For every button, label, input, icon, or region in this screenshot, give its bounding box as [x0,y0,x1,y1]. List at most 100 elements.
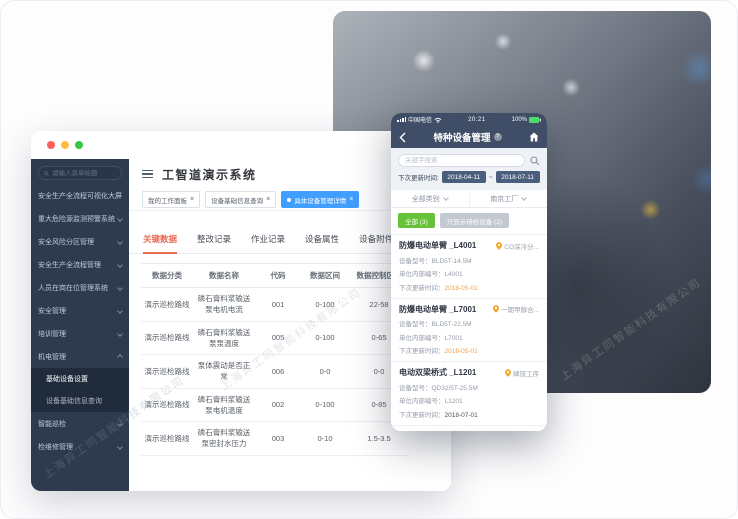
sidebar-item-safety-process[interactable]: 安全生产全流程管理 [31,253,129,276]
date-from-button[interactable]: 2018-04-11 [441,171,486,183]
chevron-down-icon [442,194,449,201]
close-icon[interactable]: × [266,196,271,203]
chevron-down-icon [117,330,123,337]
sidebar-subitem-device-info-query[interactable]: 设备基础信息查询 [46,398,102,405]
internal-code-value: L7001 [444,334,463,342]
location-pin-icon [496,241,503,250]
dropdown-filter-row: 全部类别 南京工厂 [391,190,547,208]
tab-device-info-query[interactable]: 设备基础信息查询 × [205,191,277,208]
model-value: BLD5T-22.5M [431,321,472,328]
chevron-down-icon [117,261,123,268]
internal-code-value: L4001 [444,271,463,278]
table-header-row: 数据分类 数据名称 代码 数据区间 数据控制区间 [141,263,409,288]
chevron-down-icon [117,284,123,291]
factory-dropdown[interactable]: 南京工厂 [468,190,548,207]
main-header: 工智道演示系统 [129,159,451,189]
close-icon[interactable]: × [349,196,354,203]
sidebar-item-personnel[interactable]: 人员在岗在位管理系统 [31,276,129,299]
category-dropdown[interactable]: 全部类别 [391,190,469,207]
location-pin-icon [505,368,511,377]
active-dot-icon [287,197,292,202]
chevron-up-icon [117,353,123,360]
search-icon[interactable] [530,155,540,166]
sidebar-item-safety-mgmt[interactable]: 安全管理 [31,299,129,322]
equipment-title: 防爆电动单臂 _L4001 [399,241,477,250]
sidebar-item-risk-zone[interactable]: 安全风险分区管理 [31,230,129,253]
key-data-table: 数据分类 数据名称 代码 数据区间 数据控制区间 演示巡检路线 磷石膏料浆输送泵电… [141,263,409,456]
sidebar-item-training-mgmt[interactable]: 培训管理 [31,322,129,345]
maximize-window-button[interactable] [75,141,83,149]
tab-my-workpanel[interactable]: 我的工作面板 × [142,191,201,208]
equipment-location: 一期甲醇合... [501,307,539,314]
phone-empty-area [391,424,547,431]
table-row: 演示巡检路线 磷石膏料浆输送泵电机温度 002 0-100 0-85 [141,388,409,422]
phone-status-bar: 中国电信 20:21 100% [391,113,547,126]
sidebar-subitem-basic-device-setup[interactable]: 基础设备设置 [46,376,88,383]
hamburger-menu-icon[interactable] [142,169,153,179]
equipment-title: 电动双梁桥式 _L1201 [399,368,477,377]
pill-all[interactable]: 全部 (3) [398,213,435,228]
sidebar: 安全生产全流程可视化大屏 重大危险源监测预警系统 安全风险分区管理 安全生产全流… [31,159,129,491]
sidebar-search[interactable] [38,166,122,180]
location-pin-icon [493,305,500,313]
tab-key-data[interactable]: 关键数据 [143,233,178,254]
sidebar-item-hazard-monitor[interactable]: 重大危险源监测预警系统 [31,207,129,230]
date-to-button[interactable]: 2018-07-11 [495,171,540,183]
tab-device-attrs[interactable]: 设备属性 [305,234,340,244]
equipment-card[interactable]: 防爆电动单臂 _L7001 一期甲醇合... 设备型号：BLD5T-22.5M … [391,297,547,362]
close-window-button[interactable] [47,141,55,149]
table-row: 演示巡检路线 磷石膏料浆输送泵密封水压力 003 0-10 1.5-3.5 [141,421,409,456]
phone-mockup: 中国电信 20:21 100% 特种设备管理 ? 下次更新时间: 2018-04… [391,113,547,431]
back-arrow-icon[interactable] [399,132,406,143]
tab-device-files[interactable]: 设备附件 [359,234,394,244]
date-filter-label: 下次更新时间: [398,175,439,182]
model-value: QD32/5T-25.5M [431,384,478,392]
next-date-value: 2018-07-01 [444,411,478,419]
chevron-down-icon [117,215,123,222]
sidebar-item-mech-elec-mgmt[interactable]: 机电管理 [31,345,129,368]
col-header: 代码 [255,263,301,288]
home-icon[interactable] [529,132,539,142]
col-header: 数据区间 [301,263,349,288]
table-row: 演示巡检路线 磷石膏料浆输送泵电机电流 001 0-100 22-58 [141,287,409,322]
chevron-down-icon [521,194,528,201]
battery-percent-label: 100% [511,116,527,123]
app-window: 安全生产全流程可视化大屏 重大危险源监测预警系统 安全风险分区管理 安全生产全流… [31,131,451,491]
wifi-icon [434,117,442,123]
carrier-label: 中国电信 [408,118,433,124]
chevron-down-icon [117,238,123,245]
quick-filter-pills: 全部 (3) 只显示待检设备 (2) [391,208,547,234]
keyword-search-input[interactable] [398,154,525,167]
minimize-window-button[interactable] [61,141,69,149]
tab-rectify-records[interactable]: 整改记录 [197,234,232,244]
next-date-value: 2018-05-01 [444,348,478,355]
tab-work-records[interactable]: 作业记录 [251,234,286,244]
sidebar-item-smart-inspection[interactable]: 智能巡检 [31,412,129,435]
equipment-card[interactable]: 防爆电动单臂 _L4001 CO深冷分... 设备型号：BLD5T-14.5M … [391,234,547,298]
model-value: BLD5T-14.5M [431,257,472,265]
equipment-card[interactable]: 电动双梁桥式 _L1201 磷铵工序 设备型号：QD32/5T-25.5M 单位… [391,361,547,425]
chevron-down-icon [117,443,123,450]
phone-page-title: 特种设备管理 [433,133,491,144]
equipment-location: 磷铵工序 [513,370,539,378]
open-tabs-bar: 我的工作面板 × 设备基础信息查询 × 具体设备管理详情 × [129,189,451,211]
close-icon[interactable]: × [190,196,195,203]
tab-device-detail-active[interactable]: 具体设备管理详情 × [281,191,360,208]
phone-search-section [391,148,547,171]
phone-nav-bar: 特种设备管理 ? [391,126,547,148]
date-separator: ~ [488,173,493,181]
sidebar-item-maintenance-mgmt[interactable]: 检维修管理 [31,435,129,458]
window-titlebar [31,131,451,159]
pill-pending-only[interactable]: 只显示待检设备 (2) [439,213,509,228]
help-badge-icon[interactable]: ? [493,133,502,141]
col-header: 数据名称 [193,263,255,288]
equipment-title: 防爆电动单臂 _L7001 [399,304,477,314]
search-icon [44,170,49,176]
clock-label: 20:21 [468,116,486,123]
sidebar-submenu: 基础设备设置 设备基础信息查询 [31,368,129,412]
sidebar-item-visual-dashboard[interactable]: 安全生产全流程可视化大屏 [38,192,122,200]
page-title: 工智道演示系统 [162,167,257,182]
chevron-down-icon [117,307,123,314]
sidebar-search-input[interactable] [52,169,116,177]
